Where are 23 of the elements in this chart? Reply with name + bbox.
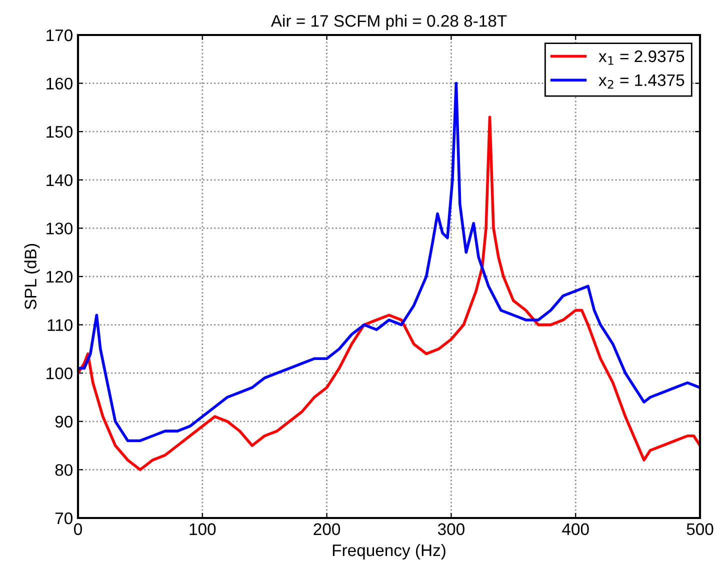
y-tick-label: 80	[55, 464, 72, 476]
y-axis-title: SPL (dB)	[24, 244, 40, 310]
y-tick-label: 70	[55, 512, 72, 524]
y-tick-label: 120	[46, 270, 72, 283]
y-tick-label: 150	[46, 126, 72, 138]
x-tick-label: 500	[686, 523, 714, 536]
line-series	[78, 116, 700, 472]
x-tick-label: 0	[74, 523, 82, 536]
y-tick-label: 100	[46, 368, 72, 380]
y-tick-label: 130	[46, 222, 72, 234]
x-axis-title: Frequency (Hz)	[332, 544, 446, 560]
legend-label: x$_{1}$ = 2.9375	[598, 50, 684, 65]
y-tick-label: 140	[46, 174, 72, 186]
x-tick-label: 400	[562, 523, 589, 536]
legend-label: x$_{2}$ = 1.4375	[598, 74, 684, 89]
x-tick-label: 300	[438, 523, 464, 536]
y-tick-label: 90	[55, 416, 72, 428]
y-tick-label: 110	[48, 319, 72, 332]
y-tick-label: 160	[46, 78, 72, 90]
y-tick-label: 170	[46, 29, 72, 42]
x-tick-label: 200	[314, 523, 340, 536]
chart-title: Air = 17 SCFM phi = 0.28 8-18T	[270, 14, 507, 30]
x-tick-label: 100	[190, 523, 216, 536]
